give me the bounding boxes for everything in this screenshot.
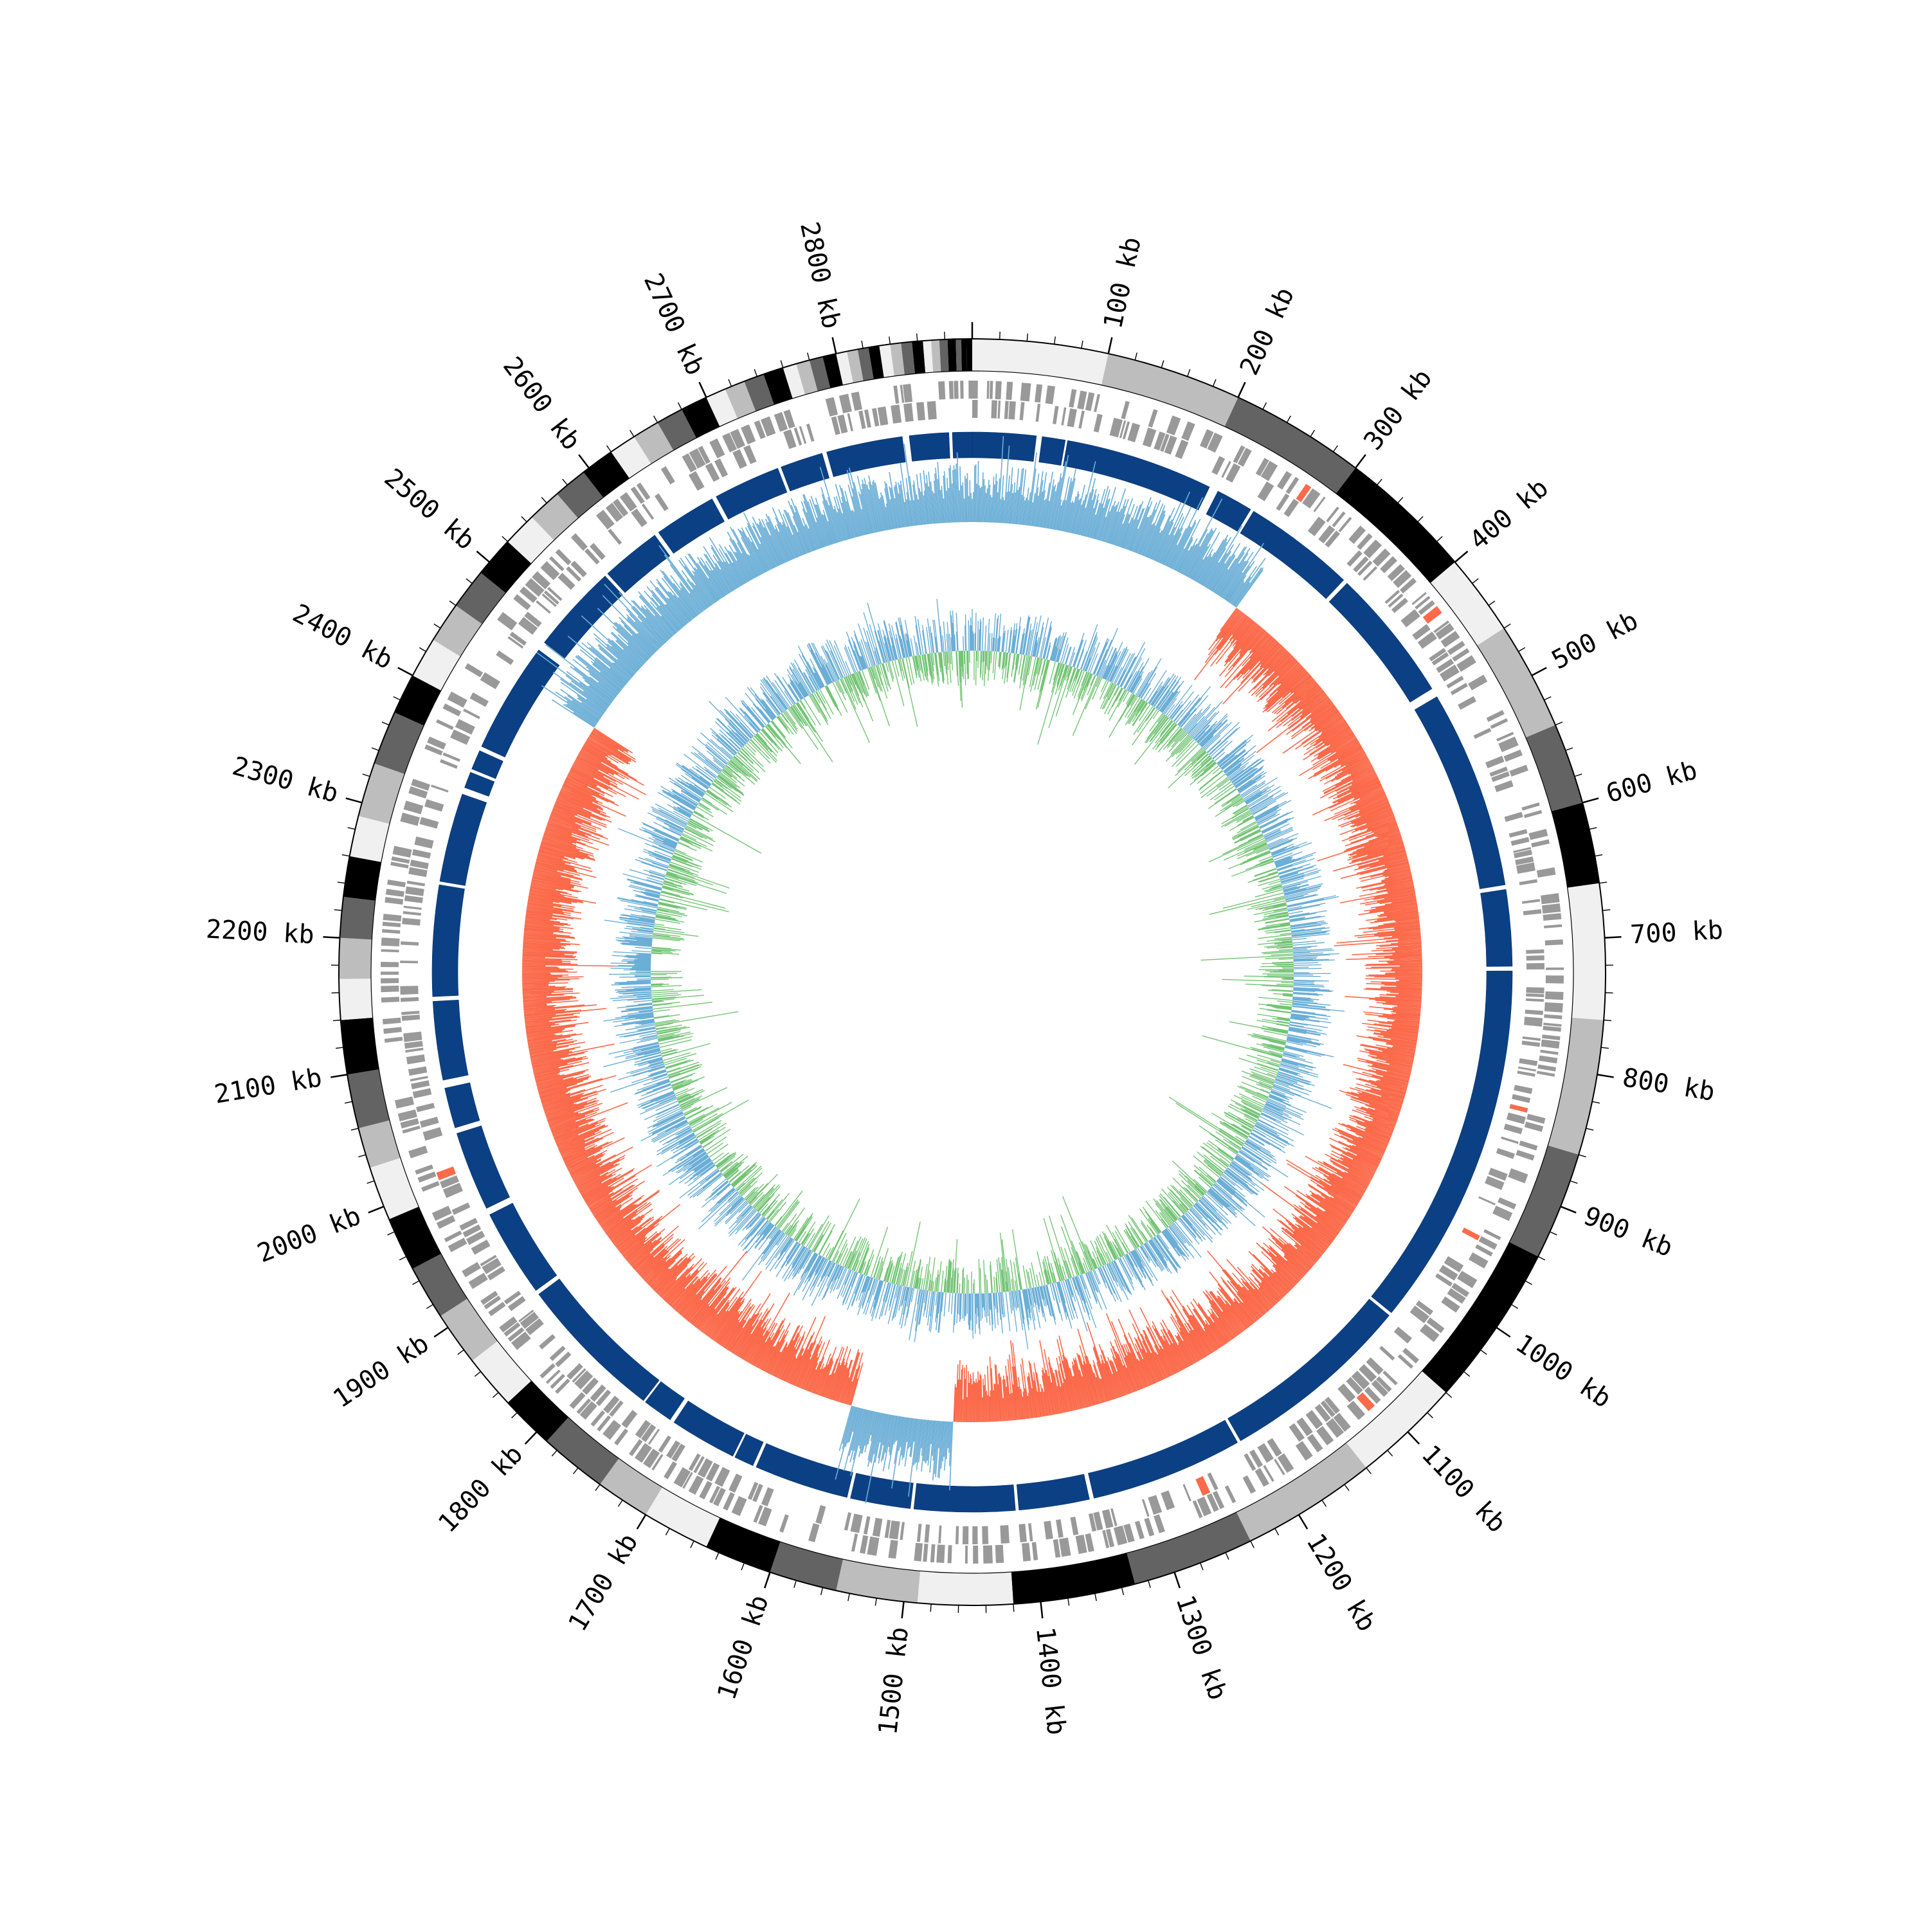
feature-block	[949, 381, 954, 399]
feature-block	[995, 1545, 1004, 1564]
feature-block	[927, 401, 937, 420]
feature-block	[381, 937, 400, 946]
feature-block	[1546, 968, 1564, 970]
contig-segment	[918, 1571, 1013, 1605]
minor-tick	[1013, 1604, 1014, 1612]
feature-block	[1020, 383, 1031, 401]
position-label: 700 kb	[1629, 916, 1724, 950]
feature-block	[983, 1545, 993, 1563]
contig-segment	[340, 897, 375, 939]
feature-block	[938, 381, 945, 399]
feature-block	[1526, 963, 1544, 970]
backbone-segment	[952, 432, 972, 458]
feature-block	[1545, 939, 1563, 945]
feature-block	[954, 381, 959, 399]
feature-block	[400, 961, 418, 963]
feature-block	[1000, 1525, 1010, 1544]
feature-block	[381, 971, 399, 975]
minor-tick	[333, 1020, 341, 1021]
feature-block	[381, 997, 399, 1002]
feature-block	[960, 381, 963, 399]
contig-segment	[966, 339, 972, 371]
feature-block	[965, 1546, 968, 1564]
feature-block	[963, 1526, 968, 1544]
feature-block	[968, 381, 972, 399]
feature-block	[1546, 975, 1564, 984]
feature-block	[1545, 991, 1563, 1000]
backbone-segment	[1039, 437, 1065, 465]
minor-tick	[1000, 332, 1001, 339]
backbone-segment	[909, 433, 950, 462]
feature-block	[1526, 950, 1544, 954]
feature-block	[995, 381, 1002, 399]
feature-block	[1526, 955, 1544, 961]
feature-block	[982, 1526, 988, 1544]
feature-block	[948, 1545, 952, 1563]
contig-segment	[339, 979, 373, 1020]
feature-block	[400, 986, 418, 995]
contig-segment	[339, 938, 372, 979]
contig-segment	[948, 339, 957, 371]
feature-block	[936, 1544, 945, 1563]
backbone-segment	[972, 432, 1037, 462]
position-label: 2200 kb	[205, 914, 315, 950]
feature-block	[1524, 1016, 1543, 1027]
minor-tick	[1604, 1020, 1611, 1021]
backbone-segment	[914, 1483, 1015, 1512]
contig-segment	[955, 339, 961, 371]
feature-block	[972, 1526, 977, 1544]
feature-block	[991, 401, 997, 419]
contig-segment	[343, 856, 381, 901]
feature-block	[1544, 1002, 1563, 1013]
feature-block	[972, 400, 978, 418]
contig-segment	[961, 339, 967, 371]
feature-block	[381, 962, 399, 967]
feature-block	[972, 381, 978, 399]
feature-block	[955, 1526, 959, 1544]
contig-segment	[939, 339, 949, 372]
minor-tick	[930, 1604, 931, 1612]
feature-block	[381, 986, 399, 992]
feature-block	[381, 978, 399, 983]
feature-block	[1526, 987, 1544, 993]
feature-block	[973, 1546, 978, 1564]
